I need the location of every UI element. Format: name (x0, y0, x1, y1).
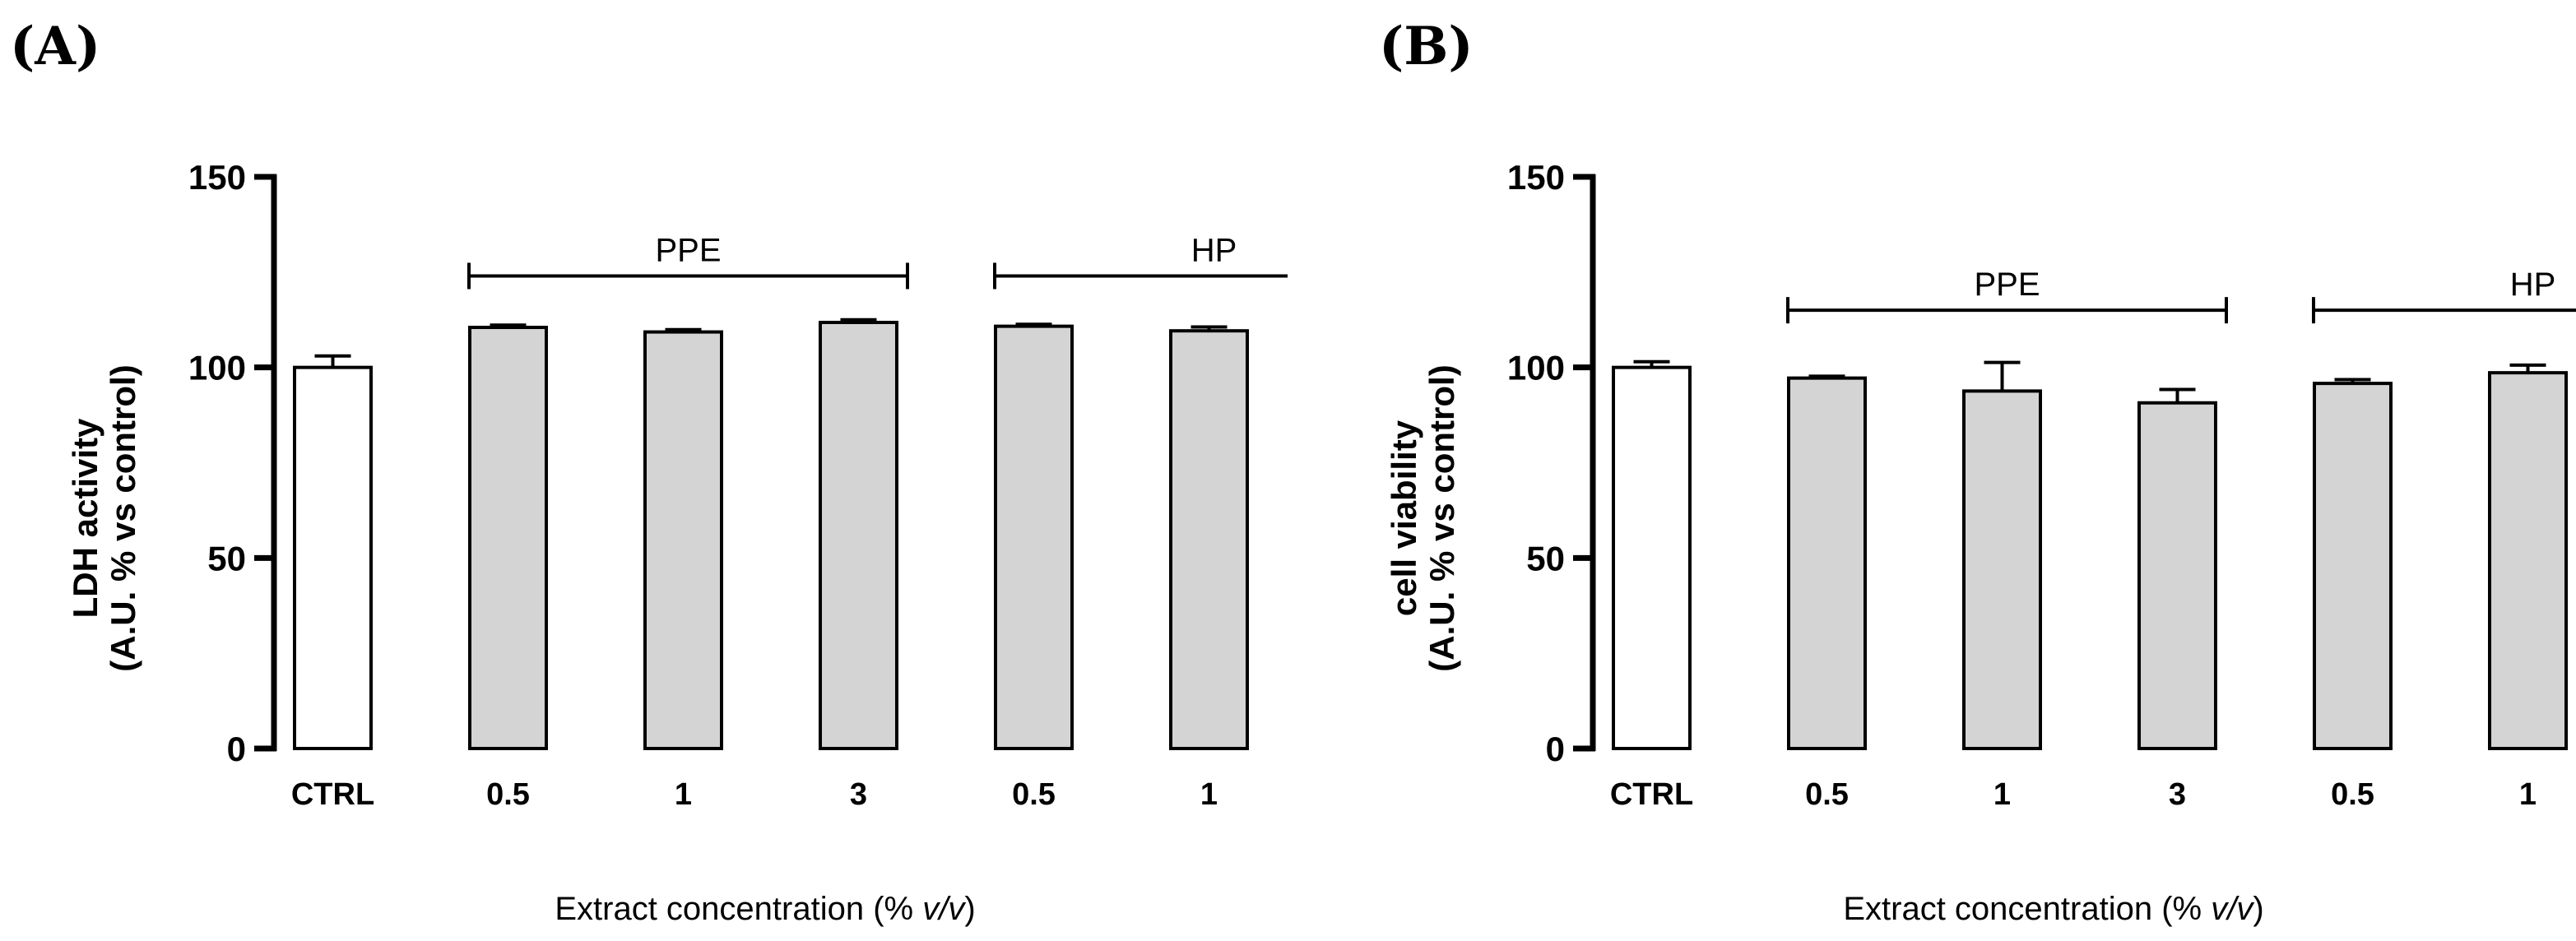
panel-a-x-tick-label-0: CTRL (291, 777, 374, 812)
panel-b-y-tick-label-150: 150 (1507, 158, 1565, 197)
panel-b-bar-4 (2313, 382, 2393, 750)
panel-b-y-tick-label-0: 0 (1546, 730, 1565, 768)
panel-b-group-label-0: PPE (1974, 267, 2040, 303)
panel-b-x-label: Extract concentration (% v/v) (1843, 891, 2263, 927)
panel-a-bar-0 (293, 365, 373, 750)
panel-a-x-tick-label-2: 1 (675, 777, 692, 812)
panel-a-y-label-line2: (A.U. % vs control) (104, 364, 142, 671)
panel-a-y-label-line1: LDH activity (66, 418, 104, 618)
panel-a-x-tick-label-4: 0.5 (1012, 777, 1056, 812)
panel-b-label: (B) (1379, 16, 1474, 77)
panel-a-bar-1 (468, 326, 548, 750)
panel-b-y-label-line2: (A.U. % vs control) (1423, 364, 1461, 671)
panel-a-x-label-italic: v/v (922, 891, 966, 927)
panel-b-bar-2 (1962, 389, 2042, 750)
panel-b-x-tick-label-0: CTRL (1610, 777, 1693, 812)
panel-b-y-tick-label-100: 100 (1507, 349, 1565, 387)
panel-a-y-tick-label-150: 150 (188, 158, 246, 197)
panel-b-x-label-italic: v/v (2211, 891, 2254, 927)
panel-a-y-tick-label-100: 100 (188, 349, 246, 387)
panel-b-x-tick-label-3: 3 (2169, 777, 2186, 812)
panel-a-bar-5 (1169, 329, 1249, 750)
panel-b-x-tick-label-2: 1 (1993, 777, 2011, 812)
panel-b-y-axis: 0 50 100 150 (1507, 158, 1596, 768)
panel-b-x-tick-label-4: 0.5 (2331, 777, 2374, 812)
panel-a-bar-2 (643, 330, 723, 750)
panel-a-y-tick-label-0: 0 (227, 730, 246, 768)
panel-a-x-tick-label-3: 3 (850, 777, 867, 812)
panel-a-x-label-end: ) (964, 891, 975, 927)
panel-b-y-label-line1: cell viability (1385, 420, 1423, 616)
panel-a-x-label-text: Extract concentration (% (555, 891, 922, 927)
panel-b-bar-3 (2137, 401, 2217, 750)
panel-a-y-axis: 0 50 100 150 (188, 158, 277, 768)
panel-a-y-tick-label-50: 50 (207, 539, 246, 577)
panel-b-x-label-end: ) (2253, 891, 2263, 927)
panel-a-x-label: Extract concentration (% v/v) (555, 891, 975, 927)
panel-b-bar-5 (2488, 371, 2568, 750)
panel-b-bars (1612, 359, 2568, 750)
panel-a-bar-4 (994, 324, 1074, 751)
panel-b-x-label-text: Extract concentration (% (1843, 891, 2211, 927)
panel-b-bar-1 (1787, 376, 1867, 750)
panel-a-label: (A) (10, 16, 100, 77)
panel-a-group-brackets: PPEHPPPE+HP (467, 232, 1288, 290)
panel-b-x-tick-label-1: 0.5 (1805, 777, 1849, 812)
panel-a-x-tick-label-5: 1 (1200, 777, 1218, 812)
panel-a-bars (293, 318, 1249, 751)
panel-a-bar-3 (819, 320, 898, 750)
panel-b-y-tick-label-50: 50 (1526, 539, 1565, 577)
panel-b-x-tick-label-5: 1 (2519, 777, 2537, 812)
panel-b-bar-0 (1612, 365, 1692, 750)
panel-b-group-brackets: PPEHPPPE+HP (1786, 267, 2576, 324)
panel-a-group-label-1: HP (1191, 232, 1237, 268)
panel-a-x-tick-label-1: 0.5 (486, 777, 530, 812)
panel-a-group-label-0: PPE (655, 232, 721, 268)
panel-b-group-label-1: HP (2510, 267, 2556, 303)
